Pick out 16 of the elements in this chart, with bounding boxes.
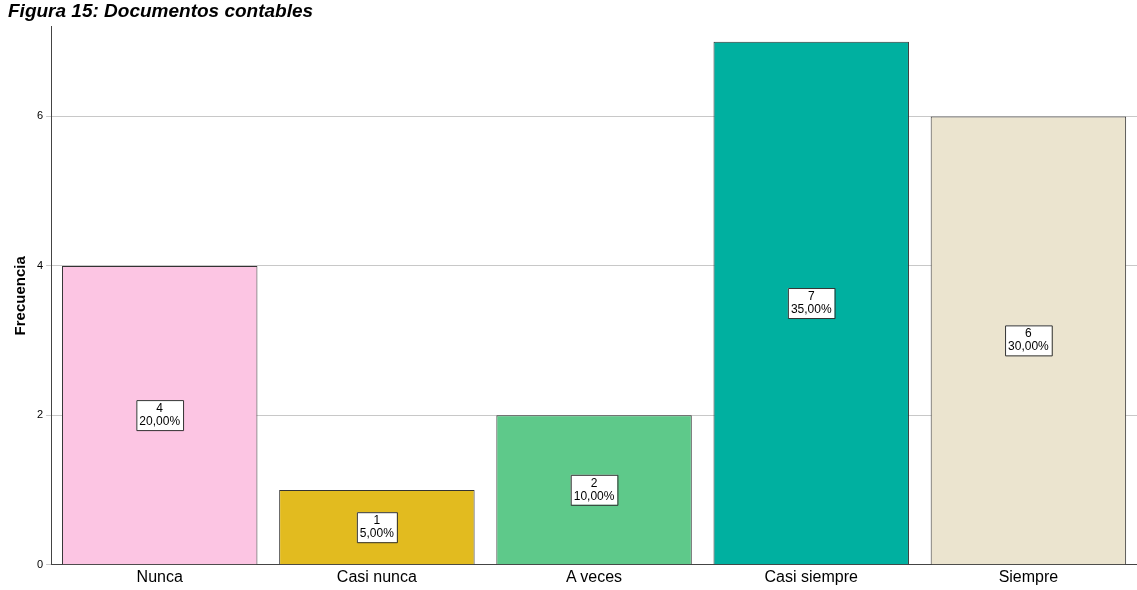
y-tick-label: 6 <box>36 109 44 122</box>
y-tick-label: 4 <box>36 258 44 271</box>
x-tick-label: A veces <box>566 567 623 585</box>
x-tick-label: Nunca <box>136 567 183 585</box>
x-tick-label: Casi siempre <box>764 567 859 585</box>
x-tick-label: Siempre <box>998 567 1059 585</box>
chart-title: Figura 15: Documentos contables <box>8 0 314 21</box>
x-tick-label: Casi nunca <box>336 567 418 585</box>
y-tick-label: 0 <box>36 557 44 570</box>
data-label: 1 5,00% <box>359 513 395 540</box>
data-label: 4 20,00% <box>139 400 181 428</box>
data-label: 2 10,00% <box>573 475 615 503</box>
data-label: 6 30,00% <box>1008 326 1050 354</box>
y-tick-label: 2 <box>36 408 44 421</box>
data-label: 7 35,00% <box>790 288 832 316</box>
y-axis-title: Frecuencia <box>11 255 29 336</box>
